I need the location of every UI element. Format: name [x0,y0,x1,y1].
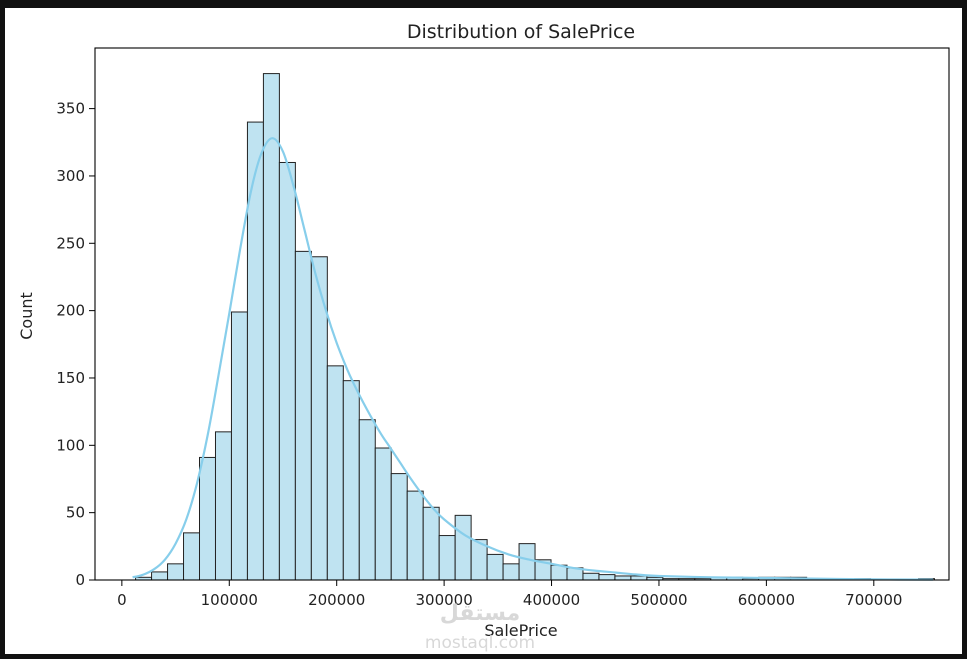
histogram-bar [230,311,248,581]
histogram-bar [502,563,520,581]
kde-curve [132,137,933,581]
y-tick-label: 100 [56,436,85,454]
y-tick-label: 300 [56,167,85,185]
histogram-bar [214,431,232,581]
y-axis-ticks: 0 50 100 150 200 250 300 350 [56,100,95,589]
x-tick-label: 100000 [201,591,258,609]
x-tick-label: 600000 [738,591,795,609]
histogram-bar [262,73,280,581]
y-tick-label: 50 [66,504,85,522]
histogram-bar [246,121,264,581]
histogram-bar [598,574,616,581]
histogram-bar [614,575,632,581]
x-tick-label: 700000 [845,591,902,609]
y-tick-label: 350 [56,100,85,118]
histogram-bar [278,161,296,581]
histogram-bar [342,380,360,581]
x-tick-label: 400000 [523,591,580,609]
histogram-bar [630,575,648,581]
histogram-chart: Distribution of SalePrice 0 100000 200000 3… [17,21,950,653]
y-tick-label: 150 [56,369,85,387]
chart-title: Distribution of SalePrice [407,21,635,43]
histogram-bar [183,532,201,581]
histogram-bar [151,571,169,581]
bars-group [135,73,935,581]
watermark-logo-text: مستقل [440,601,520,626]
y-tick-label: 0 [75,571,85,589]
histogram-bar [422,506,440,581]
histogram-bar [294,250,312,581]
histogram-bar [582,572,600,581]
y-tick-label: 250 [56,234,85,252]
histogram-bar [406,490,424,581]
x-tick-label: 500000 [630,591,687,609]
x-axis-label: SalePrice [484,621,557,640]
x-tick-label: 0 [117,591,127,609]
histogram-bar [390,473,408,581]
chart-frame: Distribution of SalePrice 0 100000 200000 3… [5,8,962,654]
watermark-url-text: mostaql.com [425,633,535,653]
x-tick-label: 300000 [415,591,472,609]
histogram-bar [438,535,456,581]
histogram-bar [518,543,536,581]
histogram-bar [454,514,472,581]
histogram-bar [486,553,504,581]
histogram-bar [374,447,392,581]
histogram-bar [326,365,344,581]
histogram-bar [199,456,216,581]
y-tick-label: 200 [56,302,85,320]
axes-frame [94,47,950,581]
histogram-bar [167,563,185,581]
x-tick-label: 200000 [308,591,365,609]
y-axis-label: Count [17,292,36,340]
x-axis-ticks: 0 100000 200000 300000 400000 500000 600000 700… [117,580,902,609]
histogram-bar [358,419,376,581]
